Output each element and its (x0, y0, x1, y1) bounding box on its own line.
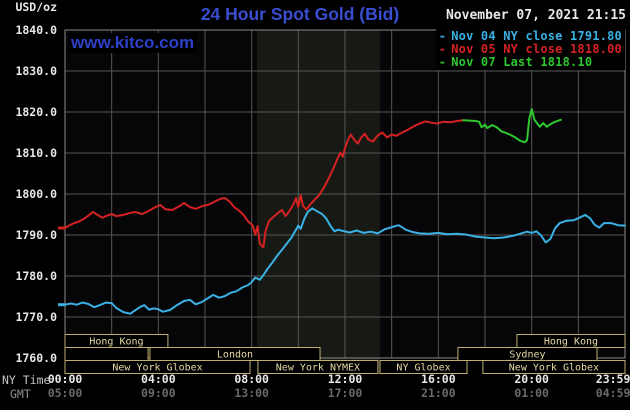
x-axis-gmt-label: GMT (10, 387, 31, 401)
session-label: NY Globex (396, 363, 450, 374)
kitco-watermark: www.kitco.com (68, 33, 198, 53)
x-tick-ny: 08:00 (234, 372, 269, 386)
session-label: New York Globex (509, 363, 599, 374)
x-tick-ny: 20:00 (514, 372, 549, 386)
legend-item-nov04: - Nov 04 NY close 1791.80 (439, 30, 622, 43)
session-label: New York NYMEX (276, 363, 360, 374)
x-tick-ny: 12:00 (328, 372, 363, 386)
session-box-ny-globex (379, 360, 468, 374)
series-line-nov-04 (64, 207, 626, 315)
legend-dash-icon: - (438, 42, 447, 56)
session-box-new-york-globex (64, 360, 251, 374)
series-line-nov-07 (462, 108, 562, 144)
legend-dash-icon: - (438, 29, 447, 43)
session-box-new-york-nymex (257, 360, 379, 374)
x-tick-ny: 00:00 (48, 372, 83, 386)
x-axis-ny-time-label: NY Time (2, 373, 51, 387)
x-tick-gmt: 01:00 (514, 386, 549, 400)
plot-border (64, 29, 626, 359)
x-tick-gmt: 21:00 (421, 386, 456, 400)
legend-item-nov07: - Nov 07 Last 1818.10 (439, 56, 622, 69)
legend-dash-icon: - (438, 55, 447, 69)
series-start-tick-nov-05 (58, 226, 65, 230)
x-tick-gmt: 09:00 (141, 386, 176, 400)
y-tick-label: 1810.0 (15, 146, 57, 160)
legend: - Nov 04 NY close 1791.80 - Nov 05 NY clos… (435, 29, 625, 70)
chart-datetime: November 07, 2021 21:15 (445, 8, 626, 23)
y-axis-unit-label: USD/oz (15, 0, 57, 14)
x-tick-gmt: 04:59 (596, 386, 630, 400)
y-tick-label: 1790.0 (15, 228, 57, 242)
session-label: Hong Kong (544, 337, 598, 348)
session-label: London (217, 350, 253, 361)
chart-title: 24 Hour Spot Gold (Bid) (200, 4, 400, 24)
y-tick-label: 1830.0 (15, 64, 57, 78)
nymex-session-band (257, 30, 380, 374)
x-tick-ny: 16:00 (421, 372, 456, 386)
x-tick-gmt: 05:00 (48, 386, 83, 400)
legend-item-label: Nov 05 NY close 1818.00 (451, 42, 622, 56)
y-tick-label: 1840.0 (15, 23, 57, 37)
legend-item-label: Nov 07 Last 1818.10 (451, 55, 593, 69)
y-tick-label: 1780.0 (15, 269, 57, 283)
x-tick-gmt: 17:00 (328, 386, 363, 400)
series-start-tick-nov-04 (58, 303, 65, 307)
y-tick-label: 1760.0 (15, 351, 57, 365)
session-label: New York Globex (112, 363, 202, 374)
y-tick-label: 1770.0 (15, 310, 57, 324)
session-box-new-york-globex (482, 360, 626, 374)
x-tick-ny: 23:59 (596, 372, 630, 386)
legend-item-nov05: - Nov 05 NY close 1818.00 (439, 43, 622, 56)
x-tick-ny: 04:00 (141, 372, 176, 386)
y-tick-label: 1820.0 (15, 105, 57, 119)
x-tick-gmt: 13:00 (234, 386, 269, 400)
y-tick-label: 1800.0 (15, 187, 57, 201)
legend-item-label: Nov 04 NY close 1791.80 (451, 29, 622, 43)
session-box-unlabeled (64, 347, 149, 361)
session-label: Hong Kong (89, 337, 143, 348)
series-line-nov-05 (64, 119, 465, 249)
session-label: Sydney (509, 350, 545, 361)
